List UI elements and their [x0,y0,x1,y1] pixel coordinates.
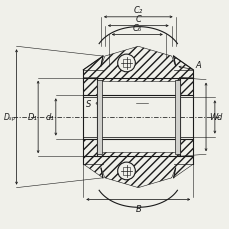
Text: C: C [135,15,141,24]
Text: d₁: d₁ [46,113,55,122]
Circle shape [117,55,135,72]
Polygon shape [83,78,97,96]
Polygon shape [83,139,97,157]
Text: C₂: C₂ [133,6,142,15]
Text: C₆: C₆ [132,23,141,32]
Text: W: W [208,113,216,122]
Polygon shape [179,78,192,96]
Text: B: B [135,204,141,213]
Polygon shape [83,153,192,188]
Circle shape [117,162,135,180]
Polygon shape [83,47,192,82]
Text: S: S [85,99,91,108]
Text: A: A [194,61,200,70]
Polygon shape [179,139,192,157]
Bar [97,80,101,155]
Text: Dₛₚ: Dₛₚ [4,113,16,122]
Bar [174,80,179,155]
Bar [122,167,130,175]
Text: D₁: D₁ [27,113,37,122]
Text: d: d [216,113,221,122]
Bar [122,60,130,68]
